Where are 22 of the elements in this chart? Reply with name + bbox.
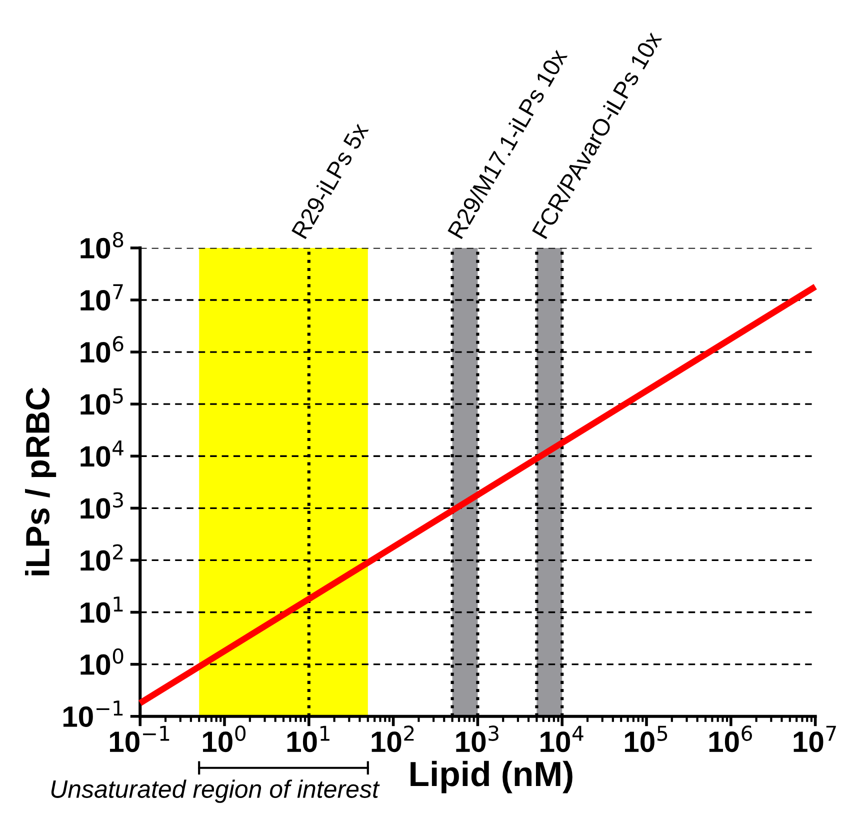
text: Unsaturated region of interest bbox=[51, 780, 380, 803]
x-tick-label: 10$^{6}$ bbox=[709, 726, 752, 752]
x-axis-title: Lipid (nM) bbox=[410, 760, 572, 794]
x-tick-label: 10$^{7}$ bbox=[794, 726, 836, 752]
x-tick-label: 10$^{1}$ bbox=[287, 726, 330, 752]
x-tick-label: 10$^{5}$ bbox=[625, 726, 668, 752]
x-tick-label: 10$^{−1}$ bbox=[110, 726, 170, 752]
y-tick-label: 10$^{7}$ bbox=[80, 284, 123, 311]
y-tick-label: 10$^{0}$ bbox=[80, 648, 124, 675]
y-tick-label: 10$^{−1}$ bbox=[63, 700, 123, 728]
y-tick-label: 10$^{4}$ bbox=[80, 440, 124, 467]
y-tick-label: 10$^{5}$ bbox=[80, 388, 123, 415]
y-tick-label: 10$^{1}$ bbox=[80, 596, 123, 623]
y-axis-title: iLPs / pRBC bbox=[25, 388, 56, 576]
x-tick-label: 10$^{4}$ bbox=[540, 726, 584, 752]
x-tick-label: 10$^{3}$ bbox=[456, 726, 498, 752]
y-tick-label: 10$^{6}$ bbox=[80, 336, 124, 363]
y-tick-label: 10$^{8}$ bbox=[80, 232, 124, 259]
x-tick-label: 10$^{0}$ bbox=[203, 726, 246, 752]
x-tick-label: 10$^{2}$ bbox=[372, 726, 414, 752]
y-tick-label: 10$^{3}$ bbox=[80, 492, 123, 519]
y-tick-label: 10$^{2}$ bbox=[80, 544, 123, 571]
